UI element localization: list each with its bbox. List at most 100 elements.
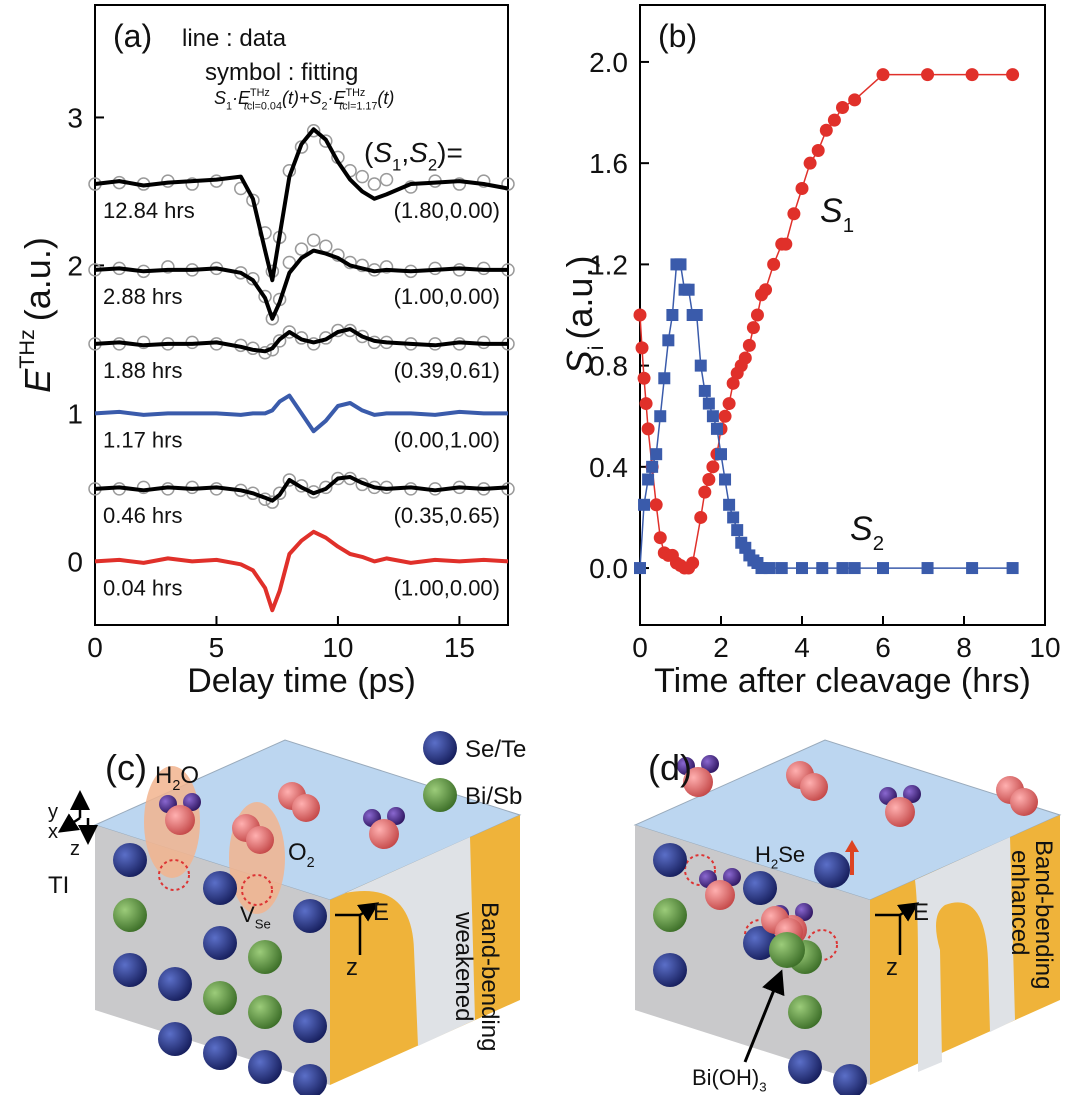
y-axis-label: Si (a.u.) [559,256,608,375]
data-point [706,410,719,423]
coef-label-part: , [401,137,409,168]
fit-symbol [367,177,382,191]
panel-label: (d) [648,747,692,788]
x-tick-label: 10 [322,632,353,663]
fit-symbol [265,495,280,509]
fit-symbol [282,325,297,339]
molecule-label: H2O [155,762,199,794]
data-point [763,562,776,575]
x-tick-label: 5 [209,632,225,663]
lattice-atom [113,843,147,877]
data-point [690,309,703,321]
axis-letter: z [346,954,358,981]
axis-arrow [57,813,81,833]
x-tick-label: 4 [794,632,810,663]
fit-symbol [476,174,491,188]
lattice-atom [113,898,147,932]
fit-symbol [319,134,333,148]
y-tick-label: 0 [67,546,83,577]
data-point [727,511,740,524]
data-point [710,422,723,435]
lattice-atom [293,899,327,933]
y-tick-label: 0.8 [589,351,628,382]
fit-symbol [272,334,287,348]
y-axis-label: ETHz (a.u.) [14,237,58,393]
band-region [330,837,475,1046]
data-point [796,562,808,575]
o-atom [800,773,828,801]
data-point [698,384,711,397]
y-tick-label: 0.0 [589,553,628,584]
lattice-atom [653,953,687,987]
o-atom [165,805,195,835]
lattice-atom [248,1050,282,1084]
data-point [634,562,646,575]
fit-symbol [452,177,467,191]
coef-label-part: S [409,137,428,168]
coef-label-part: 1 [392,155,401,174]
data-point [641,422,655,436]
y-tick-label: 1.2 [589,249,628,280]
formula-part: ·E [327,88,346,108]
lattice-atom [248,940,282,974]
panel-label: (b) [658,18,697,54]
data-line [94,529,509,613]
molecule-label-part: 2 [172,778,180,794]
lattice-atom [203,1036,237,1070]
series-label: 0.46 hrs [103,503,183,528]
o-atom [683,767,713,797]
fit-symbol [294,242,309,256]
fit-symbol [272,486,287,501]
axis-arrow [896,902,920,922]
fit-symbol [282,473,297,487]
vacancy [806,929,838,961]
data-point [787,207,801,221]
coef-label-part: 2 [428,155,437,174]
fit-symbol [258,345,272,360]
field-label: E [373,899,389,926]
data-point [702,397,715,410]
data-line [94,248,508,321]
x-tick-label: 10 [1029,632,1060,663]
data-point [816,562,829,575]
panel-label: (c) [105,747,147,788]
lattice-atom [158,1022,192,1056]
data-point [638,498,651,511]
formula-part: 2 [321,100,327,112]
series-label: S2 [850,510,884,555]
y-tick-label: 3 [67,102,83,133]
data-point [876,68,890,82]
series-label: S1 [820,192,854,237]
formula-part: 1 [226,100,232,112]
fit-symbol [306,233,321,248]
axis-letter: x [48,821,58,843]
data-point [646,460,659,473]
lattice-atom [814,852,850,888]
o-atom [885,797,915,827]
data-point [836,100,849,114]
band-label: enhanced [1006,850,1033,955]
data-point [731,524,744,537]
data-line [94,327,508,354]
formula-part: ·E [232,88,251,108]
data-point [795,181,809,195]
band-label: Band-bending [476,902,503,1051]
compound-label: Bi(OH)3 [692,1065,767,1095]
compound-label-part: Bi(OH) [692,1065,759,1090]
data-point [819,123,833,137]
data-point [715,448,727,461]
y-axis-label-part: (a.u.) [17,237,58,321]
y-tick-label: 1.6 [589,148,628,179]
h-atom [903,785,921,803]
data-point [779,237,793,251]
o-atom [246,826,274,854]
pointer-arrow [743,969,785,1063]
series-label: 12.84 hrs [103,198,195,223]
axis-letter: y [48,801,58,823]
note: line : data [182,25,287,52]
data-point [649,498,663,512]
coef-label-part: )= [437,137,463,168]
fit-symbol [355,329,369,344]
formula: S1·ETHz tcl=0.04(t)+S2·ETHz tcl=1.17(t) [214,87,394,113]
